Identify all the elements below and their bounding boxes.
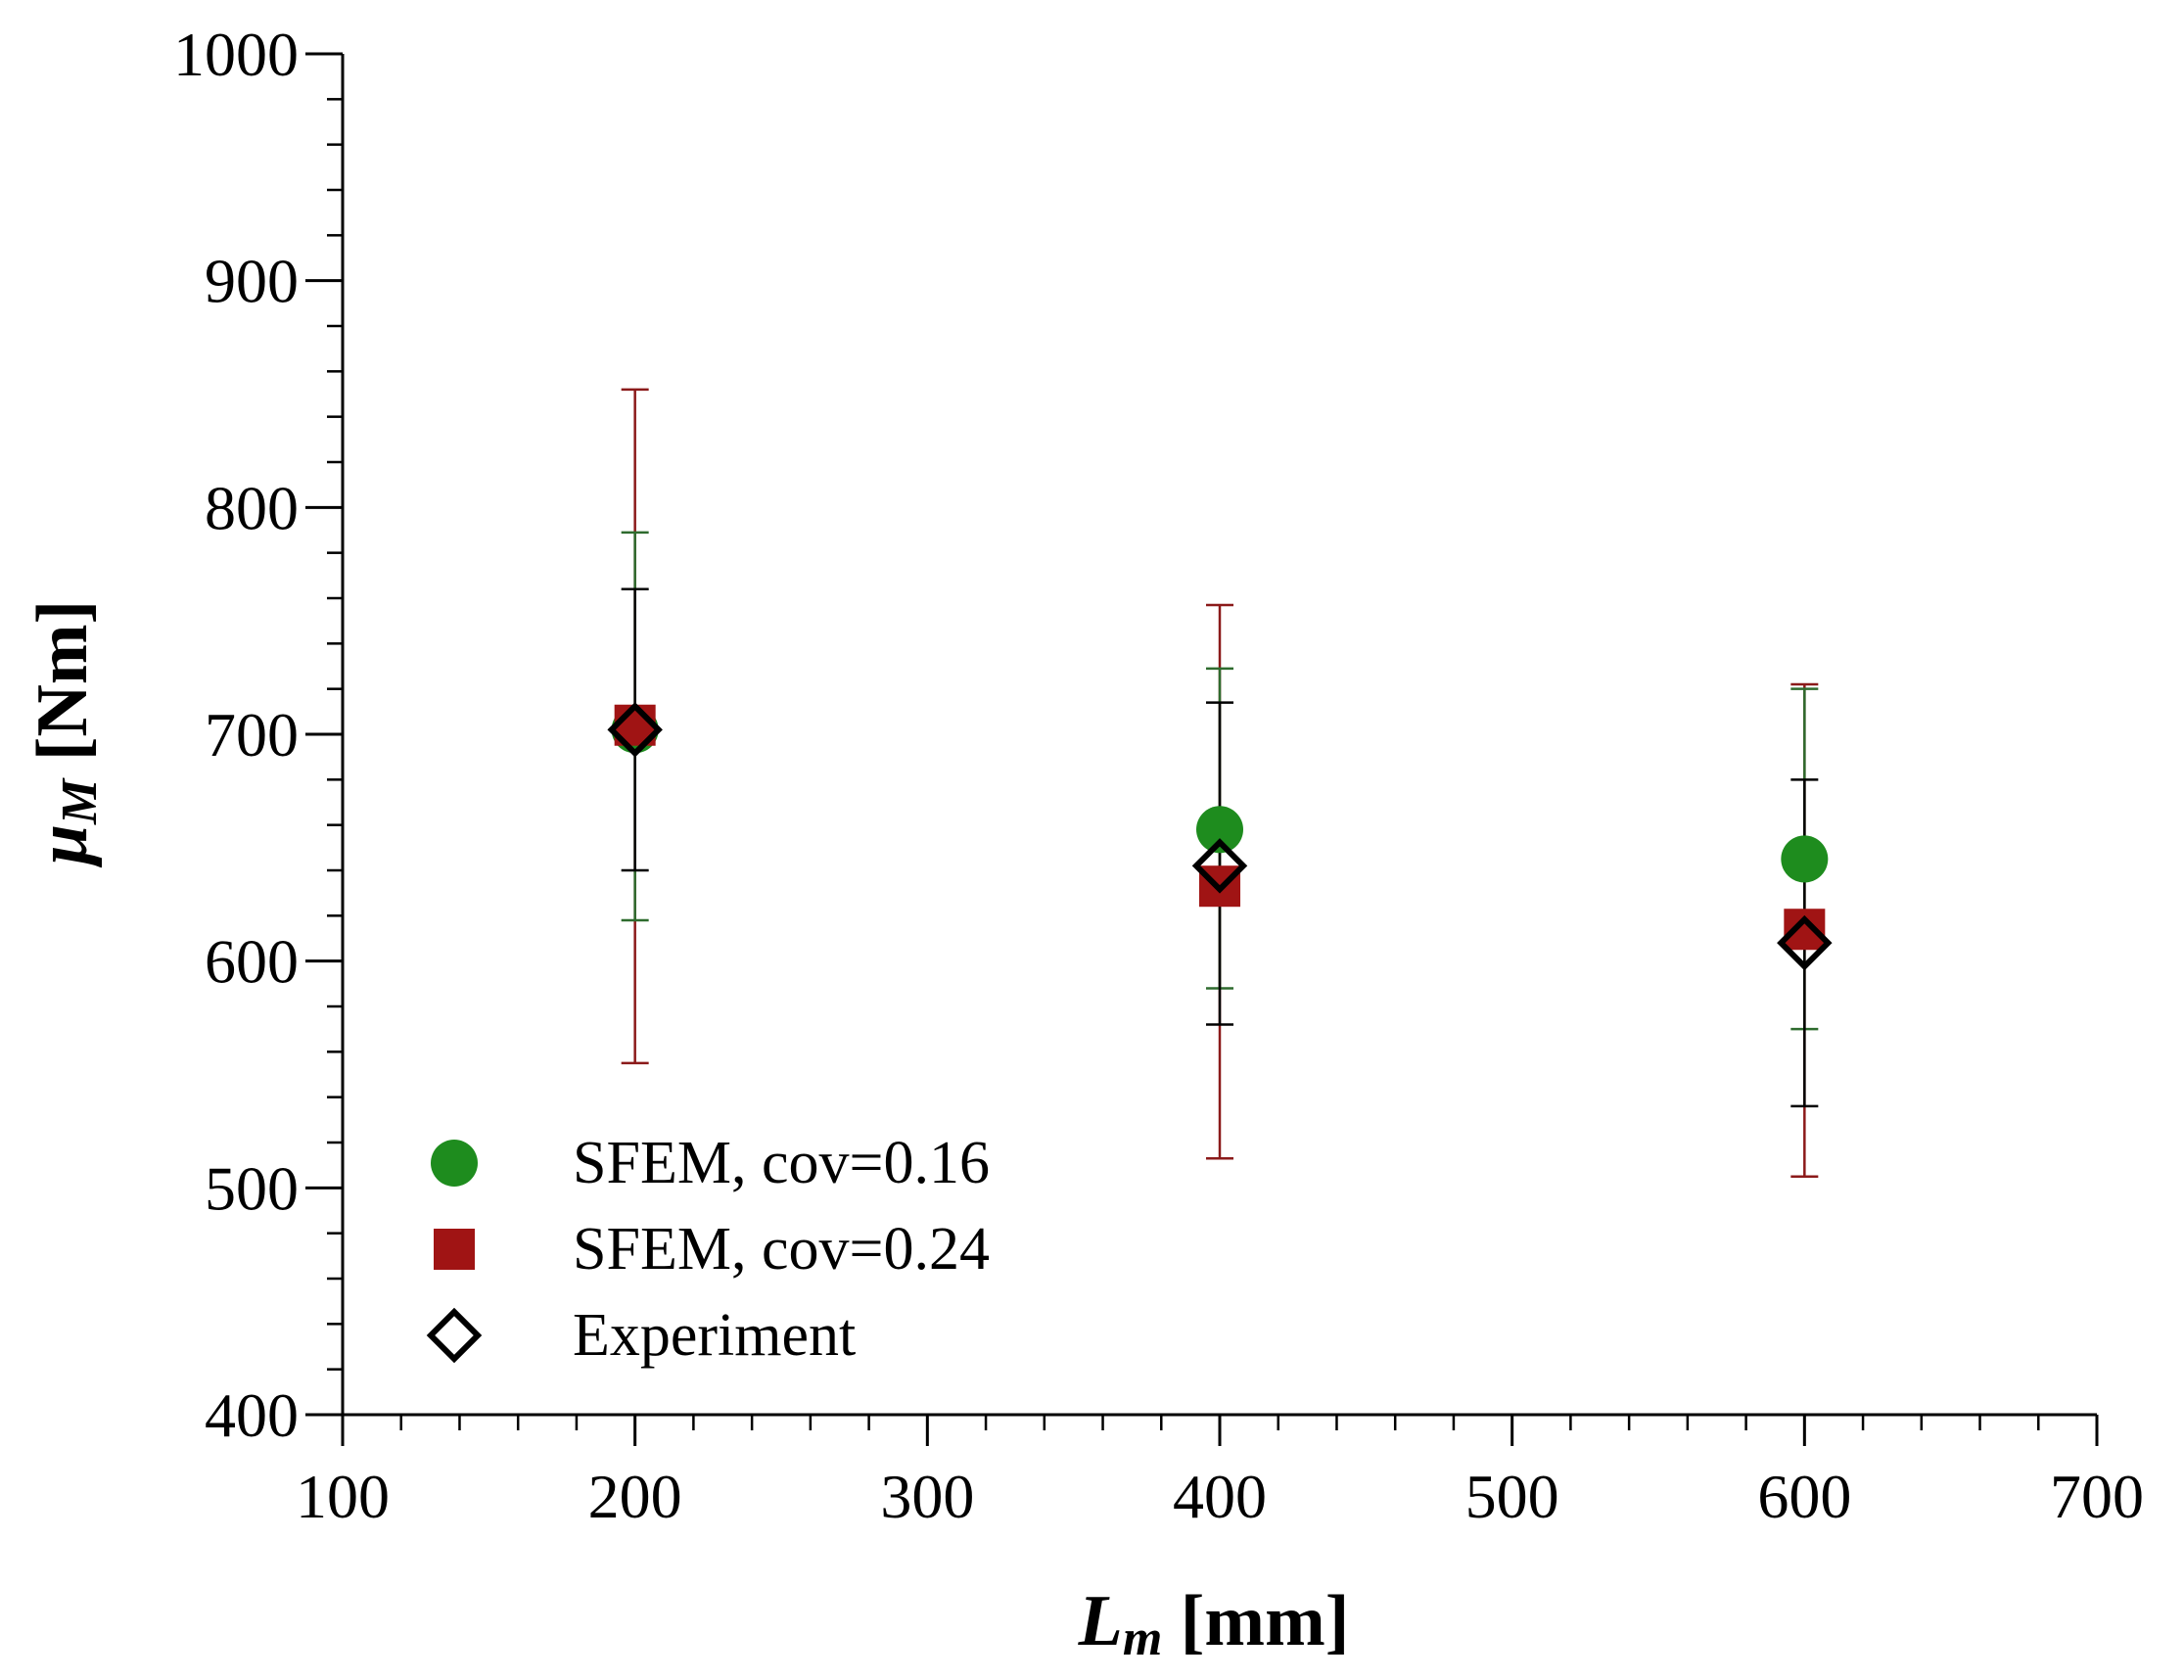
x-axis-title-sub: m xyxy=(1123,1610,1162,1666)
point-circle xyxy=(1196,806,1243,854)
y-axis-title-sub: M xyxy=(52,777,108,825)
legend: SFEM, cov=0.16 SFEM, cov=0.24 Experiment xyxy=(426,1130,990,1369)
legend-label: Experiment xyxy=(573,1302,856,1369)
markers xyxy=(607,702,1833,971)
y-tick-label: 1000 xyxy=(173,20,299,89)
point-square xyxy=(1784,909,1826,951)
x-tick-label: 400 xyxy=(1173,1462,1267,1531)
y-axis-title-main: μ xyxy=(23,824,103,868)
x-axis-title: Lm [mm] xyxy=(1078,1581,1350,1666)
legend-marker-circle xyxy=(431,1140,478,1187)
y-tick-label: 400 xyxy=(205,1380,299,1450)
x-tick-label: 200 xyxy=(588,1462,682,1531)
legend-marker-diamond xyxy=(426,1307,483,1364)
x-tick-label: 500 xyxy=(1465,1462,1559,1531)
legend-label: SFEM, cov=0.24 xyxy=(573,1216,990,1283)
y-tick-label: 600 xyxy=(205,927,299,997)
x-axis-title-unit: [mm] xyxy=(1162,1581,1349,1661)
point-diamond xyxy=(607,702,663,758)
x-tick-label: 700 xyxy=(2050,1462,2144,1531)
x-axis-title-main: L xyxy=(1078,1581,1123,1661)
y-tick-label: 500 xyxy=(205,1153,299,1223)
legend-marker-square xyxy=(434,1229,475,1270)
point-diamond xyxy=(1777,914,1833,971)
y-axis-title: μM [Nm] xyxy=(23,600,108,868)
y-tick-label: 900 xyxy=(205,247,299,316)
x-tick-label: 300 xyxy=(880,1462,974,1531)
x-tick-label: 100 xyxy=(296,1462,390,1531)
y-tick-label: 700 xyxy=(205,700,299,770)
point-diamond xyxy=(1191,838,1248,894)
legend-label: SFEM, cov=0.16 xyxy=(573,1130,990,1196)
axes: 100 200 300 400 500 600 700 400 500 600 700 800 900 1… xyxy=(173,20,2144,1531)
point-circle xyxy=(1781,835,1829,883)
y-tick-label: 800 xyxy=(205,473,299,542)
x-tick-label: 600 xyxy=(1757,1462,1851,1531)
y-axis-title-unit: [Nm] xyxy=(23,600,103,779)
